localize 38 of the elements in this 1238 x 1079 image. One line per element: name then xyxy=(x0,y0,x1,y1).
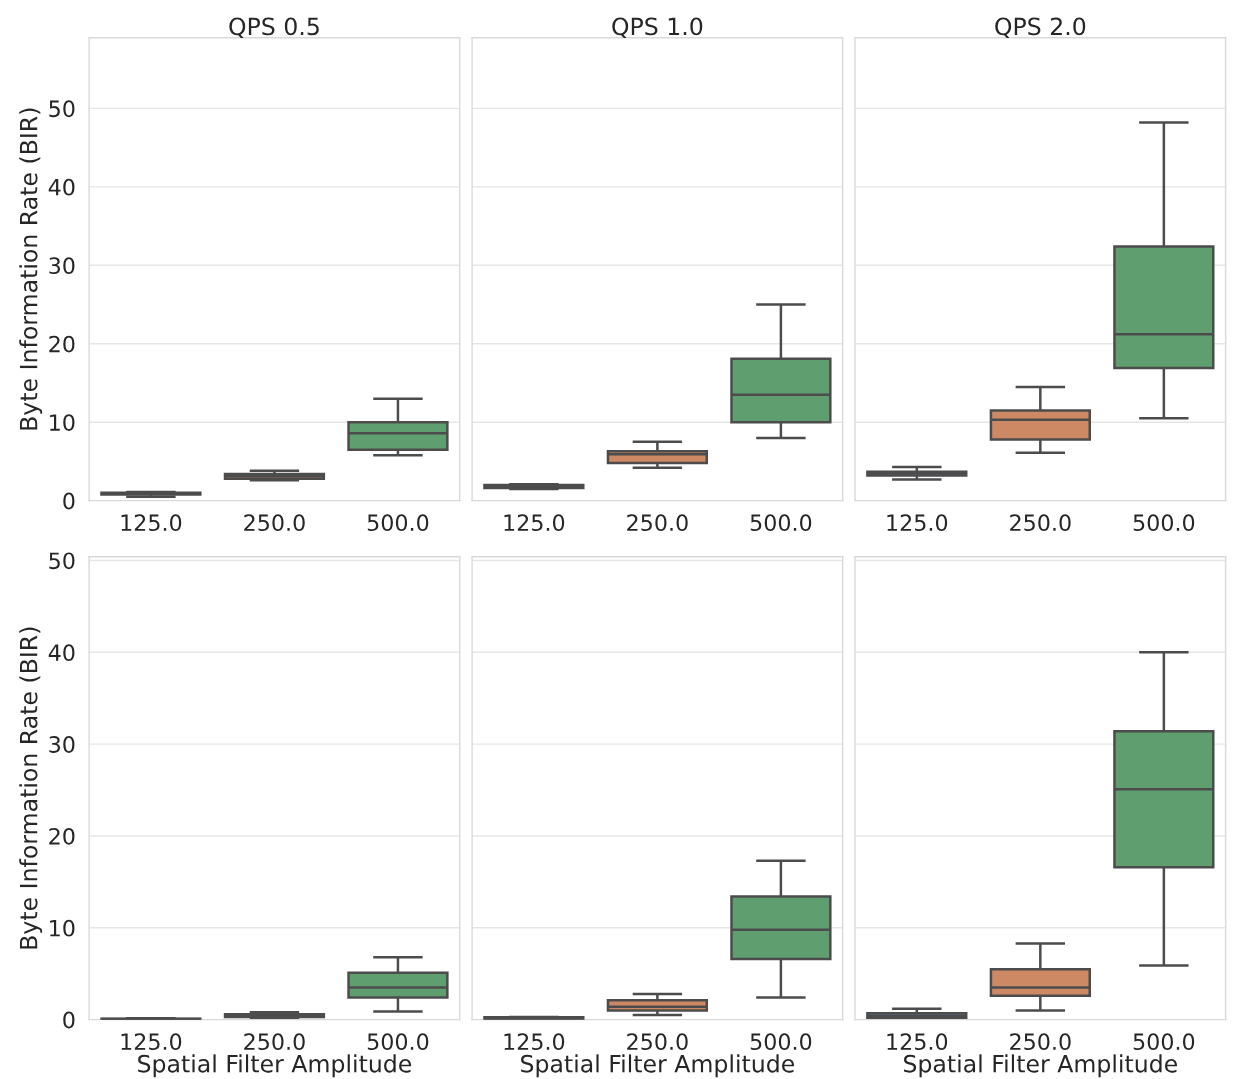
chart-title: QPS 1.0 xyxy=(612,17,703,39)
y-tick-label: 0 xyxy=(63,492,75,510)
y-tick-label: 30 xyxy=(49,736,75,753)
x-tick-label: 500.0 xyxy=(367,1033,429,1051)
y-tick-label: 10 xyxy=(50,919,75,937)
x-tick-label: 125.0 xyxy=(121,1033,182,1051)
x-tick-label: 500.0 xyxy=(367,514,429,532)
x-tick-label: 500.0 xyxy=(1133,514,1195,532)
y-tick-label: 20 xyxy=(49,827,75,845)
x-tick-label: 125.0 xyxy=(504,1033,565,1051)
x-tick-label: 250.0 xyxy=(1010,1033,1071,1051)
y-tick-label: 40 xyxy=(48,644,75,662)
y-tick-label: 20 xyxy=(49,335,75,353)
y-tick-label: 50 xyxy=(49,552,75,570)
x-tick-label: 125.0 xyxy=(887,1033,948,1051)
x-tick-label: 125.0 xyxy=(504,514,565,532)
x-tick-label: 500.0 xyxy=(1133,1033,1195,1051)
chart-title: QPS 0.5 xyxy=(229,17,319,39)
x-tick-label: 250.0 xyxy=(244,514,305,532)
x-axis-title: Spatial Filter Amplitude xyxy=(138,1054,412,1078)
x-tick-label: 500.0 xyxy=(750,1033,812,1051)
x-tick-label: 500.0 xyxy=(750,514,812,532)
y-tick-label: 30 xyxy=(49,257,75,275)
y-axis-title: Byte Information Rate (BIR) xyxy=(19,627,43,949)
chart-title: QPS 2.0 xyxy=(995,17,1086,39)
x-tick-label: 125.0 xyxy=(887,514,948,532)
y-tick-label: 40 xyxy=(48,178,75,196)
x-axis-title: Spatial Filter Amplitude xyxy=(904,1054,1177,1078)
y-tick-label: 10 xyxy=(50,414,75,431)
x-tick-label: 250.0 xyxy=(627,1033,688,1051)
y-tick-label: 50 xyxy=(49,100,75,118)
x-axis-title: Spatial Filter Amplitude xyxy=(521,1054,795,1078)
y-tick-label: 0 xyxy=(63,1011,75,1029)
x-tick-label: 250.0 xyxy=(1010,514,1071,532)
x-tick-label: 125.0 xyxy=(121,514,182,532)
x-tick-label: 250.0 xyxy=(627,514,688,532)
y-axis-title: Byte Information Rate (BIR) xyxy=(19,108,43,430)
x-tick-label: 250.0 xyxy=(244,1033,305,1051)
